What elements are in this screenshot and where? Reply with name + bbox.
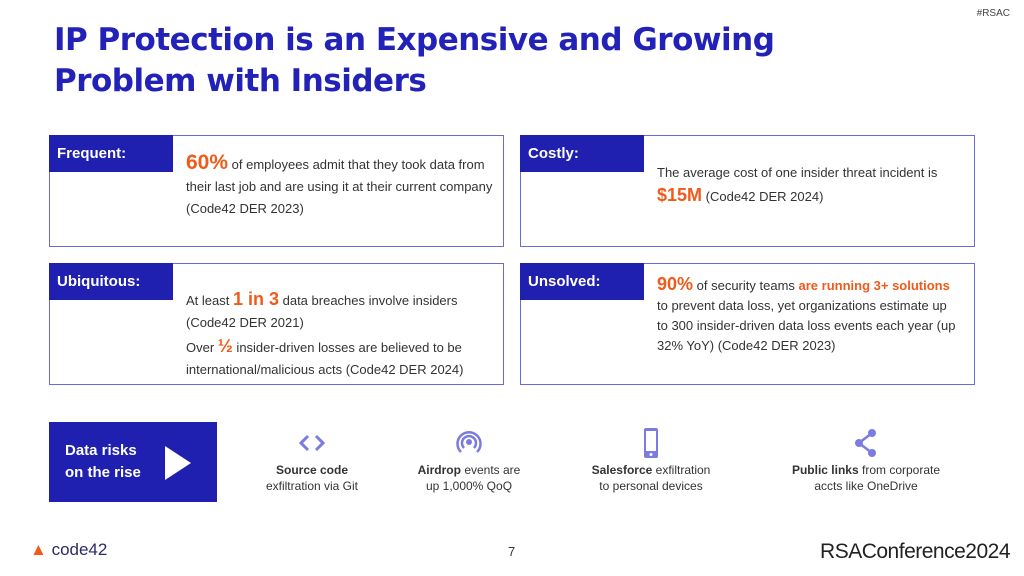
rsac-logo: RSAConference2024: [820, 540, 1010, 563]
card-text: At least 1 in 3 data breaches involve in…: [186, 288, 496, 334]
risk-line2: up 1,000% QoQ: [425, 479, 513, 493]
risk-item-source-code: Source code exfiltration via Git: [212, 428, 412, 494]
card-costly: Costly: The average cost of one insider …: [520, 135, 975, 247]
hashtag: #RSAC: [976, 8, 1010, 19]
text: At least: [186, 293, 233, 308]
card-label: Unsolved:: [520, 263, 644, 300]
stat: ½: [217, 336, 233, 356]
risk-line2: to personal devices: [599, 479, 703, 493]
risk-rest: from corporate: [858, 463, 941, 477]
risk-bold: Source code: [275, 463, 349, 477]
card-unsolved: Unsolved: 90% of security teams are runn…: [520, 263, 975, 385]
card-label: Frequent:: [49, 135, 173, 172]
text: insider-driven losses are believed to be…: [186, 340, 464, 377]
risk-bold: Public links: [791, 463, 859, 477]
risk-line2: accts like OneDrive: [814, 479, 918, 493]
card-text: 90% of security teams are running 3+ sol…: [657, 274, 957, 356]
share-icon: [855, 429, 876, 457]
airdrop-icon: [456, 430, 482, 453]
code42-logo: ▲ code42: [30, 540, 107, 560]
card-ubiquitous: Ubiquitous: At least 1 in 3 data breache…: [49, 263, 504, 385]
text: of security teams: [693, 278, 799, 293]
text: to prevent data loss, yet organizations …: [657, 298, 956, 353]
stat: 60%: [186, 151, 229, 174]
title-line-2: Problem with Insiders: [54, 63, 427, 99]
phone-icon: [644, 428, 658, 458]
code-icon: [298, 434, 326, 452]
text: Over: [186, 340, 218, 355]
code42-logo-icon: ▲: [30, 540, 47, 559]
risk-item-airdrop: Airdrop events are up 1,000% QoQ: [369, 428, 569, 494]
card-text: The average cost of one insider threat i…: [657, 162, 957, 208]
risk-bold: Airdrop: [417, 463, 461, 477]
title-line-1: IP Protection is an Expensive and Growin…: [54, 22, 775, 58]
page-number: 7: [508, 544, 516, 559]
card-label: Costly:: [520, 135, 644, 172]
risk-rest: events are: [460, 463, 521, 477]
stat: 1 in 3: [232, 289, 279, 309]
risk-item-salesforce: Salesforce exfiltration to personal devi…: [551, 428, 751, 494]
highlight: are running 3+ solutions: [798, 278, 950, 293]
card-label: Ubiquitous:: [49, 263, 173, 300]
play-arrow-icon: [165, 446, 191, 480]
stat: $15M: [657, 185, 703, 205]
card-frequent: Frequent: 60% of employees admit that th…: [49, 135, 504, 247]
page-title: IP Protection is an Expensive and Growin…: [54, 20, 775, 102]
text: The average cost of one insider threat i…: [657, 165, 938, 180]
stat: 90%: [657, 274, 694, 294]
card-text: 60% of employees admit that they took da…: [186, 152, 496, 220]
risk-line-2: on the rise: [65, 464, 141, 481]
text: (Code42 DER 2024): [702, 189, 824, 204]
risk-line-1: Data risks: [65, 442, 137, 459]
logo-text: code42: [51, 540, 108, 559]
risk-rest: exfiltration: [652, 463, 711, 477]
text: of employees admit that they took data f…: [186, 157, 493, 216]
card-text-2: Over ½ insider-driven losses are believe…: [186, 335, 496, 381]
data-risks-box: Data risks on the rise: [49, 422, 217, 502]
risk-bold: Salesforce: [591, 463, 653, 477]
risk-item-public-links: Public links from corporate accts like O…: [766, 428, 966, 494]
risk-line2: exfiltration via Git: [265, 479, 359, 493]
text: data breaches involve insiders (Code42 D…: [186, 293, 458, 330]
